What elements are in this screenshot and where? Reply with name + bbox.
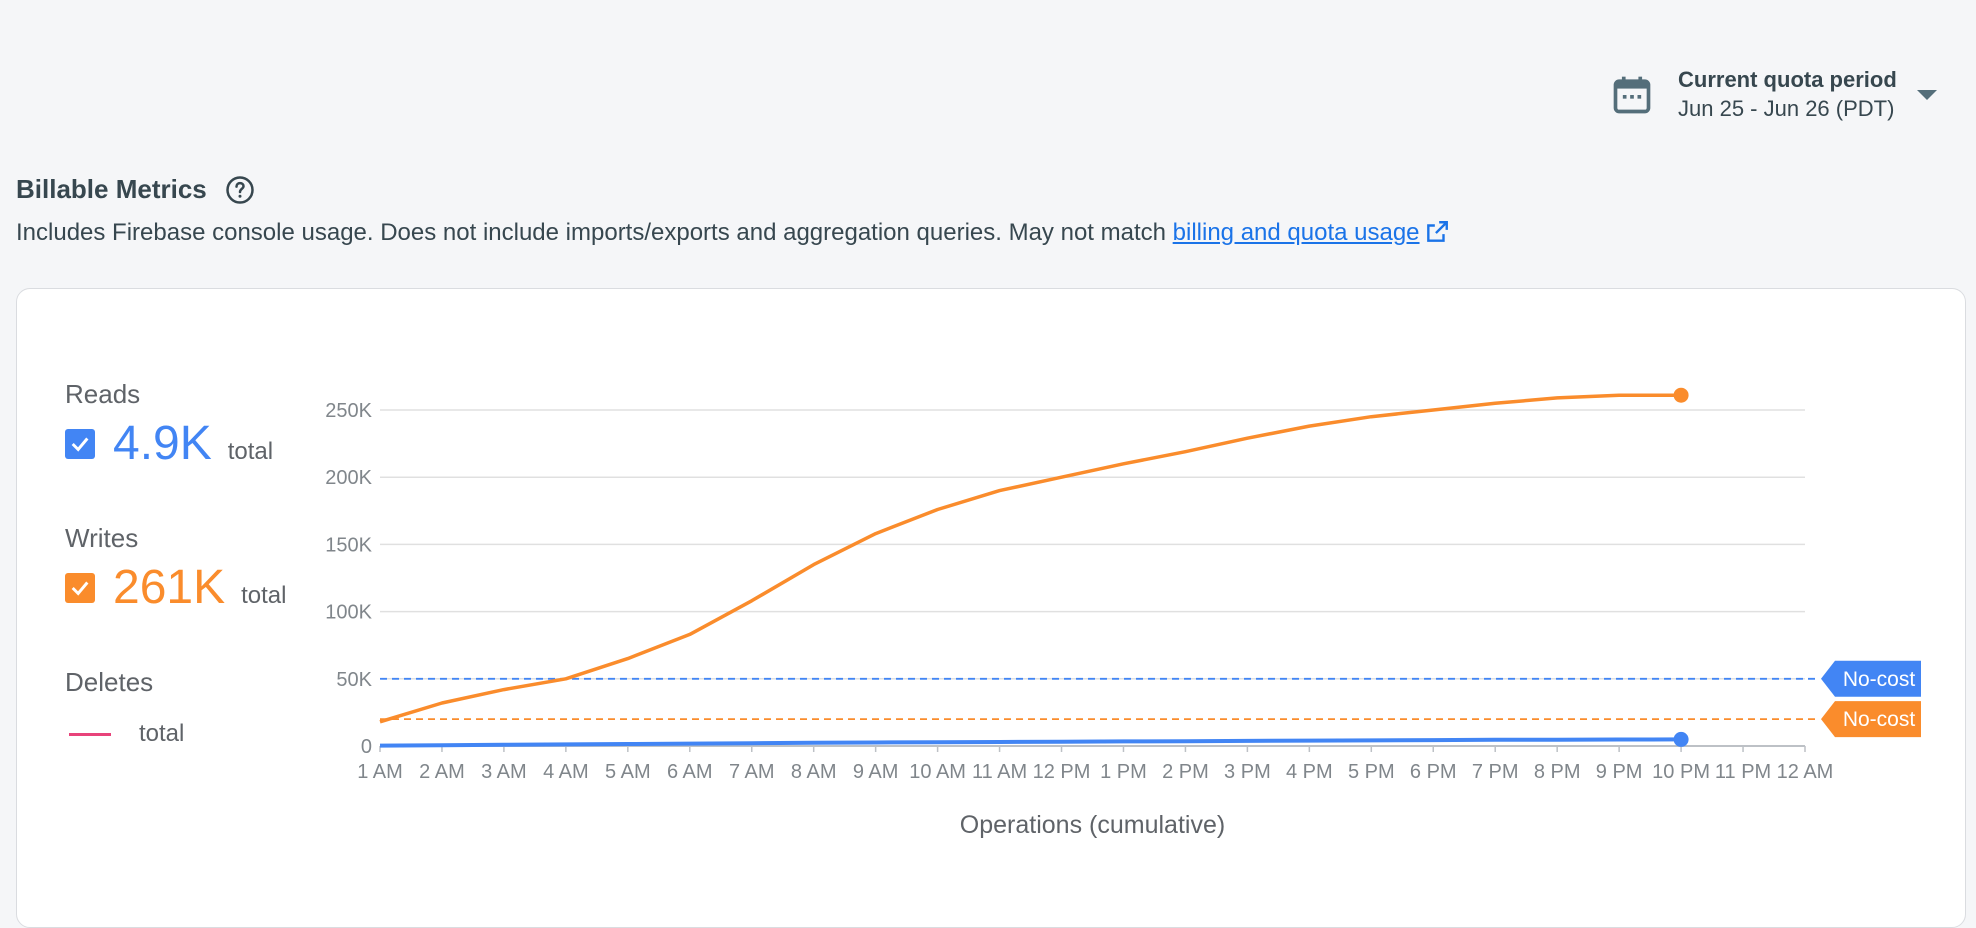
chevron-down-icon[interactable] [1915,87,1939,103]
deletes-total-unit: total [139,720,185,747]
y-tick-label: 150K [325,534,372,556]
x-tick-label: 10 AM [909,761,966,783]
writes-checkbox[interactable] [65,573,95,603]
checkmark-icon [71,581,89,596]
y-tick-label: 100K [325,602,372,624]
x-tick-label: 6 AM [667,761,713,783]
reads-total-unit: total [227,438,274,465]
quota-period-range: Jun 25 - Jun 26 (PDT) [1678,96,1895,121]
writes-metric: Writes 261K total [65,523,286,614]
x-tick-label: 9 PM [1596,761,1643,783]
reads-label: Reads [65,379,141,409]
metrics-card: Reads 4.9K total Writes 261K total Delet… [16,288,1966,928]
writes-series-line [379,393,1682,724]
x-tick-label: 1 AM [357,761,403,783]
deletes-legend-line [69,732,111,736]
writes-last-point [1673,387,1689,403]
x-tick-label: 7 AM [729,761,775,783]
writes-total-value: 261K [113,561,226,614]
external-link-icon[interactable] [1424,219,1450,245]
reads-last-point [1673,731,1689,747]
billable-metrics-title: Billable Metrics [16,174,207,204]
y-tick-label: 50K [336,669,372,691]
x-tick-label: 8 PM [1534,761,1581,783]
help-icon[interactable] [225,175,255,205]
x-tick-label: 7 PM [1472,761,1519,783]
x-tick-label: 9 AM [853,761,899,783]
billable-metrics-description: Includes Firebase console usage. Does no… [16,219,1450,247]
x-tick-label: 6 PM [1410,761,1457,783]
billable-metrics-heading: Billable Metrics [16,174,255,205]
reads-metric: Reads 4.9K total [65,379,273,470]
x-tick-label: 5 PM [1348,761,1395,783]
no-cost-badge [1821,701,1921,738]
reads-checkbox[interactable] [65,429,95,459]
no-cost-badge-label: No-cost [1843,708,1916,731]
no-cost-badge-label: No-cost [1843,668,1916,691]
x-tick-label: 12 PM [1033,761,1091,783]
x-tick-label: 11 PM [1715,761,1771,783]
quota-period-title: Current quota period [1678,67,1897,92]
calendar-icon [1613,76,1651,114]
reads-series-line [379,737,1682,748]
x-tick-label: 10 PM [1652,761,1710,783]
y-tick-label: 250K [325,400,372,422]
x-tick-label: 5 AM [605,761,651,783]
x-tick-label: 2 AM [419,761,465,783]
y-tick-label: 0 [361,736,372,758]
billing-quota-link[interactable]: billing and quota usage [1172,219,1420,246]
writes-total-unit: total [241,582,287,609]
x-tick-label: 8 AM [791,761,837,783]
deletes-label: Deletes [65,667,154,697]
x-tick-label: 4 PM [1286,761,1333,783]
x-tick-label: 4 AM [543,761,589,783]
description-text: Includes Firebase console usage. Does no… [16,219,1173,246]
x-tick-label: 2 PM [1162,761,1209,783]
checkmark-icon [71,437,89,452]
operations-chart: 0 50K 100K 150K 200K 250K 1 AM 2 AM 3 AM 4 AM 5 AM… [325,387,1921,839]
x-tick-label: 1 PM [1100,761,1147,783]
quota-period-selector[interactable]: Current quota period Jun 25 - Jun 26 (PD… [1610,66,1939,124]
x-tick-label: 12 AM [1777,761,1834,783]
no-cost-badge [1821,660,1921,697]
x-tick-label: 3 PM [1224,761,1271,783]
x-tick-label: 3 AM [481,761,527,783]
x-tick-label: 11 AM [972,761,1027,783]
x-axis-title: Operations (cumulative) [960,811,1225,839]
reads-total-value: 4.9K [113,417,212,470]
writes-label: Writes [65,523,139,553]
y-tick-label: 200K [325,467,372,489]
deletes-metric: Deletes total [65,667,184,748]
